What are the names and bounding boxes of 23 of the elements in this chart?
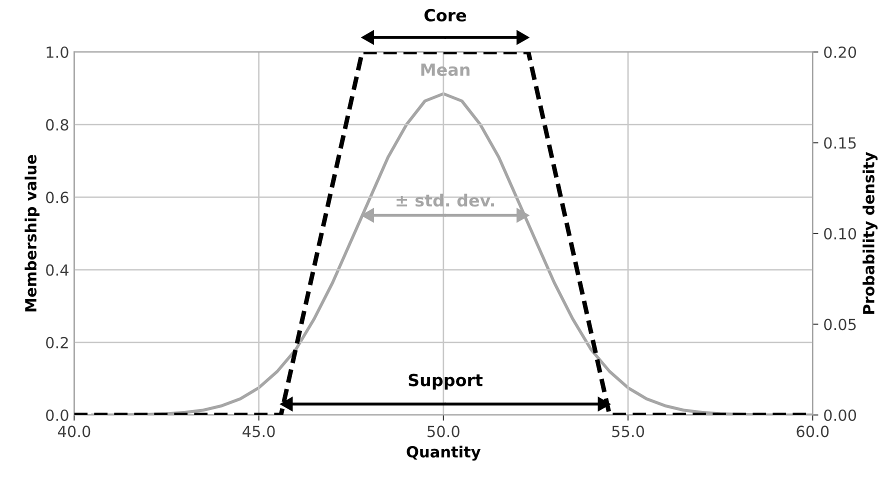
y-axis-title: Membership value: [24, 154, 40, 312]
y2-tick-label: 0.00: [824, 409, 856, 422]
x-tick-label: 40.0: [58, 426, 90, 438]
annotation: Mean: [421, 64, 470, 76]
text: Core: [424, 8, 466, 22]
x-axis-title: Quantity: [406, 446, 481, 461]
annotation: ± std. dev.: [396, 194, 494, 207]
y-tick-label: 0.2: [46, 336, 68, 348]
x-tick-label: 55.0: [612, 426, 644, 438]
x-tick-label: 50.0: [428, 426, 460, 438]
y-tick-label: 0.0: [46, 409, 68, 422]
y2-tick-label: 0.05: [824, 318, 856, 330]
y2-tick-label: 0.15: [824, 137, 856, 149]
annotation: Support: [408, 374, 483, 390]
y-tick-label: 0.8: [46, 119, 68, 131]
y2-axis-title: Probability density: [862, 152, 878, 314]
x-tick-label: 45.0: [242, 426, 275, 438]
y2-tick-label: 0.20: [824, 46, 856, 58]
y2-tick-label: 0.10: [824, 228, 856, 240]
y-tick-label: 0.4: [46, 264, 68, 276]
y-tick-label: 0.6: [46, 192, 68, 204]
y-tick-label: 1.0: [46, 46, 68, 58]
x-tick-label: 60.0: [796, 426, 829, 438]
